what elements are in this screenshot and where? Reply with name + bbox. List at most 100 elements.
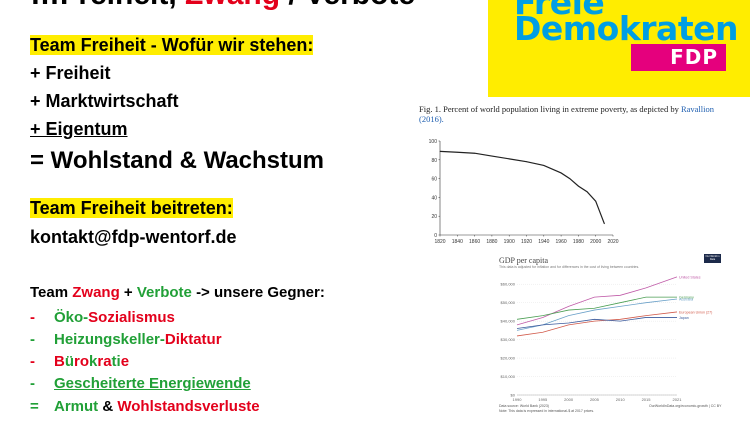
y-tick-label: $50,000	[501, 300, 516, 305]
poverty-point	[439, 150, 441, 152]
poverty-point	[543, 165, 545, 166]
x-tick-label: 1960	[556, 239, 567, 245]
section1-heading: Team Freiheit - Wofür wir stehen:	[30, 35, 314, 56]
value-item-marktwirtschaft: + Marktwirtschaft	[30, 91, 179, 111]
bullet-text-b: Sozialismus	[88, 309, 175, 326]
opponent-item-heizungskeller: - Heizungskeller-Diktatur	[30, 331, 222, 348]
buero-part: e	[120, 353, 130, 370]
x-tick-label: 1990	[513, 397, 523, 402]
owid-badge: Our World in Data	[704, 254, 721, 263]
buero-part: ra	[97, 353, 112, 370]
bullet-text-a: Gescheiterte Energiewende	[54, 375, 251, 392]
buero-part: ü	[64, 353, 75, 370]
opponent-item-buerokratie: - Bürokratie	[30, 353, 129, 370]
headline-clipped: …Freiheit, Zwang / Verbote	[30, 0, 415, 12]
y-tick-label: 20	[431, 214, 437, 220]
x-tick-label: 2020	[607, 239, 618, 245]
fig1-caption: Fig. 1. Percent of world population livi…	[419, 104, 737, 124]
logo-line2: Demokraten	[514, 9, 738, 48]
opponent-item-oeko: - Öko-Sozialismus	[30, 309, 175, 326]
bullet-dash: -	[30, 375, 35, 392]
value-item-eigentum: + Eigentum	[30, 119, 128, 139]
heading-plus: +	[123, 284, 133, 301]
x-tick-label: 1820	[434, 239, 445, 245]
fig2-source: Data source: World Bank (2023)	[499, 404, 549, 408]
buero-part: ro	[74, 353, 90, 370]
poverty-point	[603, 223, 605, 225]
series-line	[516, 311, 678, 337]
x-tick-label: 1980	[573, 239, 584, 245]
y-tick-label: 60	[431, 177, 437, 183]
bullet-text-a: Öko-	[54, 309, 89, 326]
heading-verbote: Verbote	[136, 284, 192, 301]
poverty-line	[439, 150, 605, 224]
y-tick-label: $60,000	[501, 282, 516, 287]
y-tick-label: 40	[431, 195, 437, 201]
y-tick-label: $40,000	[501, 319, 516, 324]
x-tick-label: 2005	[590, 397, 600, 402]
section1-heading-text: Team Freiheit - Wofür wir stehen:	[30, 35, 314, 55]
buero-part: ti	[111, 353, 121, 370]
series-line	[516, 317, 677, 329]
poverty-point	[586, 191, 588, 193]
fig2-panel: GDP per capita This data is adjusted for…	[497, 253, 723, 415]
series-label: Japan	[679, 316, 689, 320]
x-tick-label: 1860	[469, 239, 480, 245]
x-tick-label: 1840	[452, 239, 463, 245]
bullet-dash: -	[30, 331, 35, 348]
fdp-logo: Freie Demokraten FDP	[488, 0, 750, 97]
poverty-point	[474, 152, 475, 154]
poverty-point	[491, 155, 493, 157]
poverty-point	[578, 185, 579, 187]
section1-result: = Wohlstand & Wachstum	[30, 147, 325, 174]
section3-heading: Team Zwang + Verbote -> unsere Gegner:	[30, 284, 325, 301]
poverty-point	[508, 158, 510, 160]
x-tick-label: 1880	[486, 239, 497, 245]
fig2-subtitle: This data is adjusted for inflation and …	[499, 265, 640, 269]
bullet-text-b: Diktatur	[164, 331, 222, 348]
fig2-note: Note: This data is expressed in internat…	[499, 409, 595, 413]
logo-fdp-badge: FDP	[631, 44, 726, 71]
y-tick-label: $30,000	[501, 337, 516, 342]
heading-team: Team	[30, 284, 69, 301]
series-line	[516, 276, 678, 326]
fig1-chart: 0 20 40 60 80 100 1820 1840 1860 1880 1900 1920 1940…	[429, 139, 619, 245]
result-eq: =	[30, 398, 39, 415]
section3-result: = Armut & Wohlstandsverluste	[30, 398, 260, 415]
section2-heading: Team Freiheit beitreten:	[30, 198, 233, 219]
buero-part: k	[89, 353, 98, 370]
y-tick-label: $10,000	[501, 374, 516, 379]
x-tick-label: 2021	[673, 397, 683, 402]
bullet-dash: -	[30, 309, 35, 326]
result-wohlstandsverluste: Wohlstandsverluste	[117, 398, 260, 415]
x-tick-label: 2010	[616, 397, 626, 402]
series-label: European Union (27)	[679, 310, 712, 314]
bullet-text-a: Heizungskeller-	[54, 331, 165, 348]
poverty-point	[526, 161, 527, 163]
y-tick-label: 80	[431, 158, 437, 164]
owid-badge-text: Our World in Data	[705, 255, 720, 261]
series-label: Australia	[679, 298, 693, 302]
fig1-caption-link[interactable]: Ravallion (2016).	[419, 104, 715, 124]
y-tick-label: $0	[511, 393, 516, 398]
buero-part: B	[54, 353, 65, 370]
heading-zwang: Zwang	[72, 284, 120, 301]
result-armut: Armut	[54, 398, 99, 415]
y-tick-label: $20,000	[501, 356, 516, 361]
logo-line1: Freie	[514, 0, 605, 22]
y-tick-label: 0	[434, 233, 437, 239]
x-tick-label: 1940	[538, 239, 549, 245]
contact-email[interactable]: kontakt@fdp-wentorf.de	[30, 227, 237, 247]
x-tick-label: 2000	[590, 239, 601, 245]
fig2-credit: OurWorldInData.org/economic-growth | CC …	[649, 404, 722, 408]
fig1-caption-text: Fig. 1. Percent of world population livi…	[419, 104, 679, 114]
poverty-point	[595, 200, 597, 202]
fig2-title: GDP per capita	[499, 256, 549, 265]
heading-rest: -> unsere Gegner:	[196, 284, 325, 301]
x-tick-label: 2015	[642, 397, 652, 402]
series-line	[516, 296, 677, 320]
series-label: United States	[679, 275, 701, 279]
opponent-item-energiewende: - Gescheiterte Energiewende	[30, 375, 251, 392]
poverty-point	[569, 178, 571, 179]
x-tick-label: 1900	[504, 239, 515, 245]
